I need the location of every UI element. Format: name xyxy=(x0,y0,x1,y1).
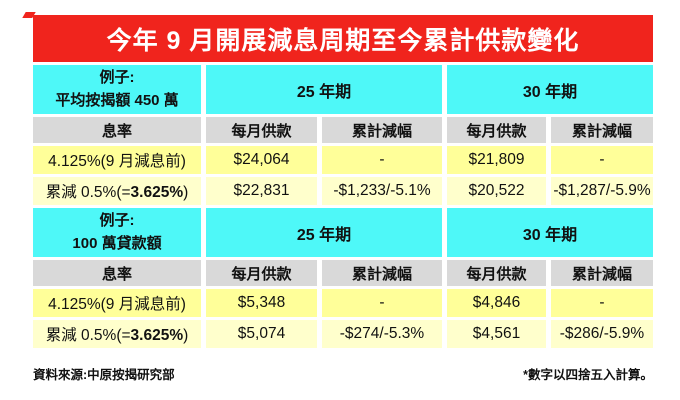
rounding-note: *數字以四捨五入計算。 xyxy=(523,368,653,382)
col-header-cut-30: 累計減幅 xyxy=(551,260,653,286)
col-header-cut-30: 累計減幅 xyxy=(551,117,653,143)
monthly-payment-25: $24,064 xyxy=(206,146,317,174)
rate-label: 累減 0.5%(=3.625%) xyxy=(33,177,201,205)
monthly-payment-30: $21,809 xyxy=(447,146,546,174)
footer: 資料來源:中原按揭研究部 *數字以四捨五入計算。 xyxy=(33,364,653,383)
cumulative-cut-30: -$286/-5.9% xyxy=(551,320,653,348)
monthly-payment-30: $4,846 xyxy=(447,289,546,317)
section2-row-after-cut: 累減 0.5%(=3.625%) $5,074 -$274/-5.3% $4,5… xyxy=(33,320,653,348)
cumulative-cut-25: - xyxy=(322,289,442,317)
section1-subheader-row: 息率 每月供款 累計減幅 每月供款 累計減幅 xyxy=(33,117,653,143)
section1-row-after-cut: 累減 0.5%(=3.625%) $22,831 -$1,233/-5.1% $… xyxy=(33,177,653,205)
cumulative-cut-30: - xyxy=(551,289,653,317)
example-label-line2: 平均按揭額 450 萬 xyxy=(55,91,179,109)
section1-example-cell: 例子: 平均按揭額 450 萬 xyxy=(33,65,201,114)
col-header-monthly-30: 每月供款 xyxy=(447,260,546,286)
section2-term-30-header: 30 年期 xyxy=(447,208,653,257)
title-banner: 今年 9 月開展減息周期至今累計供款變化 xyxy=(33,15,653,62)
source-note: 資料來源:中原按揭研究部 xyxy=(33,368,175,382)
cumulative-cut-30: - xyxy=(551,146,653,174)
col-header-rate: 息率 xyxy=(33,117,201,143)
rate-label: 4.125%(9 月減息前) xyxy=(33,146,201,174)
monthly-payment-30: $4,561 xyxy=(447,320,546,348)
section1-header-row: 例子: 平均按揭額 450 萬 25 年期 30 年期 xyxy=(33,65,653,114)
cumulative-cut-30: -$1,287/-5.9% xyxy=(551,177,653,205)
section1-row-before-cut: 4.125%(9 月減息前) $24,064 - $21,809 - xyxy=(33,146,653,174)
col-header-monthly-25: 每月供款 xyxy=(206,260,317,286)
rate-label: 4.125%(9 月減息前) xyxy=(33,289,201,317)
example-label-line2: 100 萬貸款額 xyxy=(72,234,162,252)
page-title: 今年 9 月開展減息周期至今累計供款變化 xyxy=(106,26,580,55)
col-header-rate: 息率 xyxy=(33,260,201,286)
section2-header-row: 例子: 100 萬貸款額 25 年期 30 年期 xyxy=(33,208,653,257)
col-header-cut-25: 累計減幅 xyxy=(322,260,442,286)
cumulative-cut-25: -$274/-5.3% xyxy=(322,320,442,348)
cumulative-cut-25: -$1,233/-5.1% xyxy=(322,177,442,205)
col-header-cut-25: 累計減幅 xyxy=(322,117,442,143)
section1-term-30-header: 30 年期 xyxy=(447,65,653,114)
example-label-line1: 例子: xyxy=(99,69,135,86)
monthly-payment-25: $5,348 xyxy=(206,289,317,317)
section2-term-25-header: 25 年期 xyxy=(206,208,442,257)
rate-label: 累減 0.5%(=3.625%) xyxy=(33,320,201,348)
section2-example-cell: 例子: 100 萬貸款額 xyxy=(33,208,201,257)
col-header-monthly-30: 每月供款 xyxy=(447,117,546,143)
section2-row-before-cut: 4.125%(9 月減息前) $5,348 - $4,846 - xyxy=(33,289,653,317)
monthly-payment-25: $22,831 xyxy=(206,177,317,205)
payment-change-table: 例子: 平均按揭額 450 萬 25 年期 30 年期 息率 每月供款 累計減幅… xyxy=(28,62,658,351)
cumulative-cut-25: - xyxy=(322,146,442,174)
monthly-payment-25: $5,074 xyxy=(206,320,317,348)
monthly-payment-30: $20,522 xyxy=(447,177,546,205)
section2-subheader-row: 息率 每月供款 累計減幅 每月供款 累計減幅 xyxy=(33,260,653,286)
col-header-monthly-25: 每月供款 xyxy=(206,117,317,143)
example-label-line1: 例子: xyxy=(99,212,135,229)
section1-term-25-header: 25 年期 xyxy=(206,65,442,114)
